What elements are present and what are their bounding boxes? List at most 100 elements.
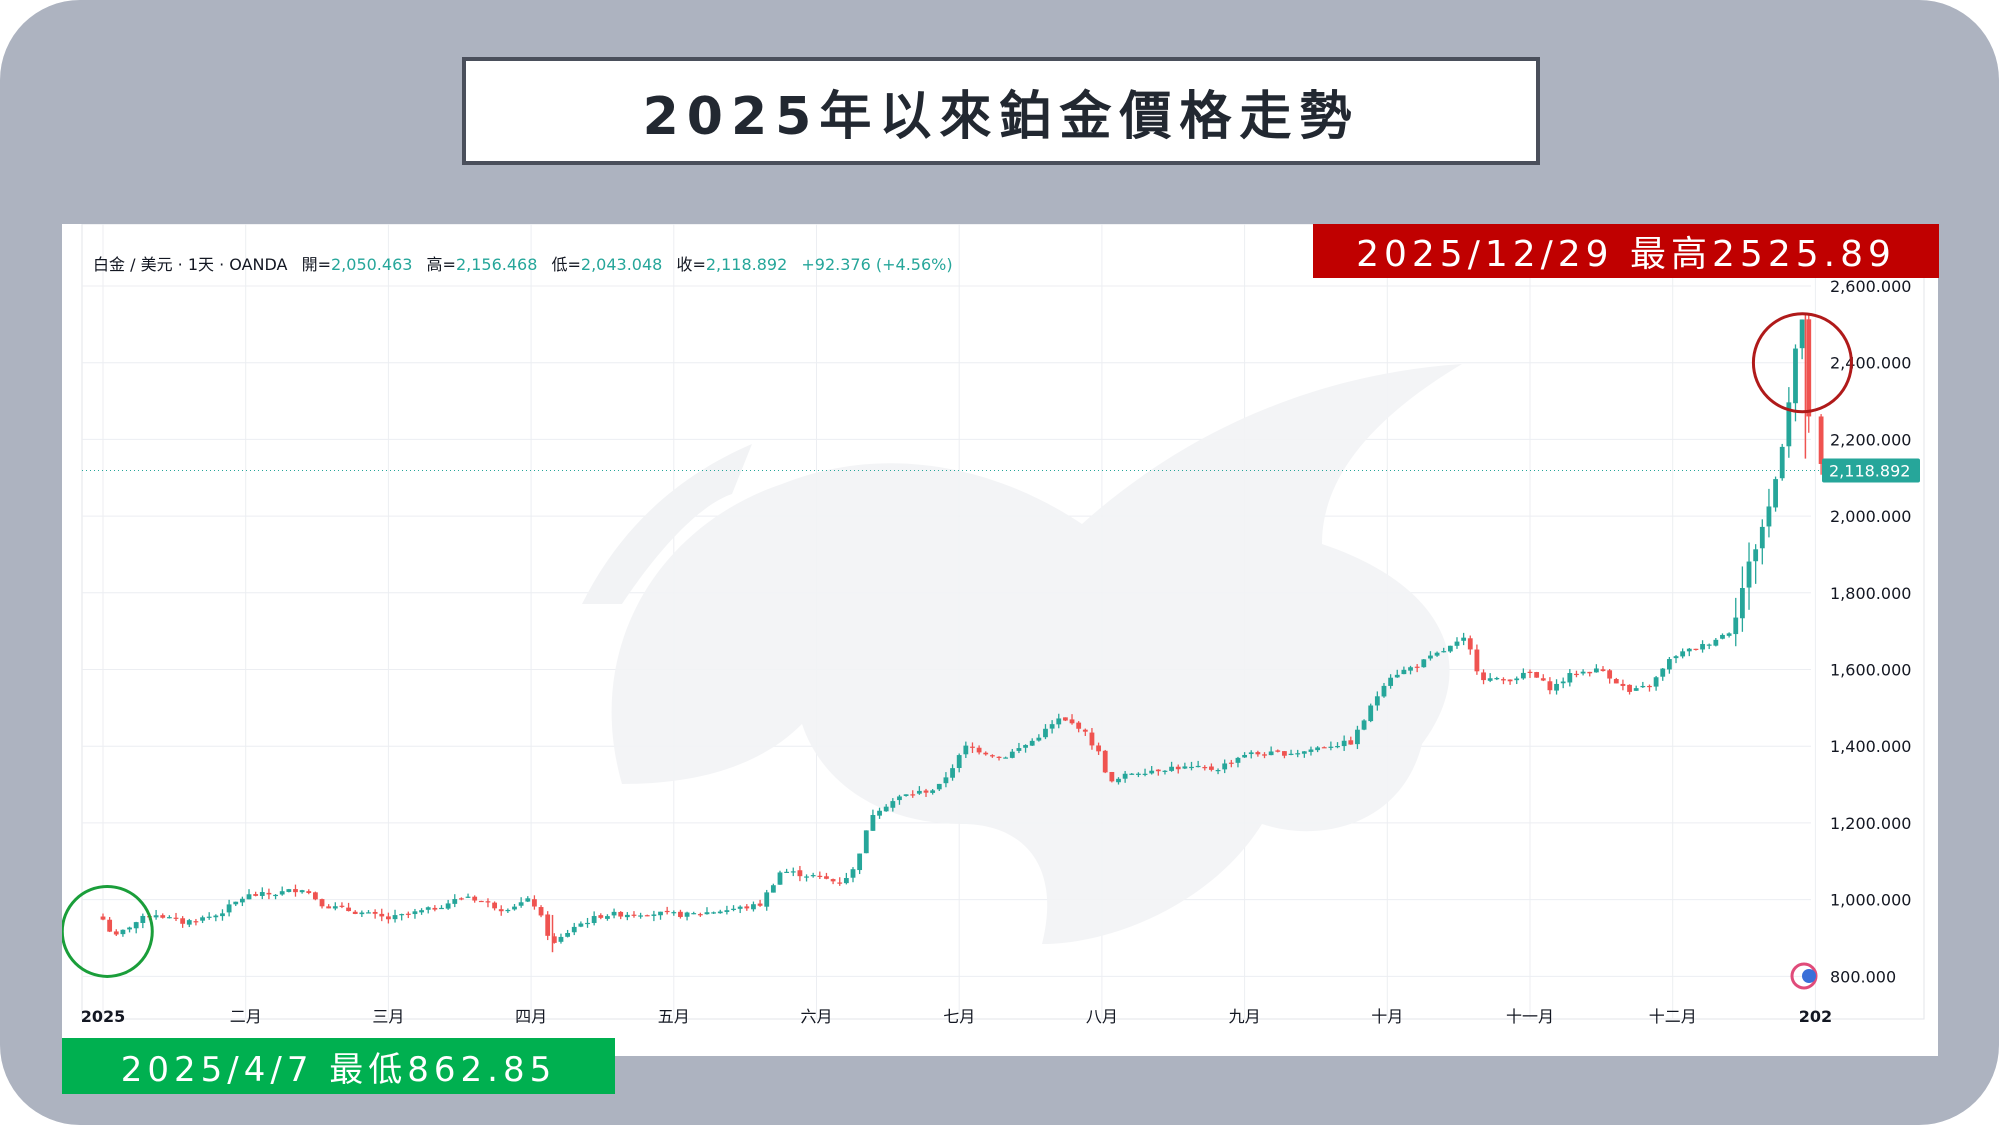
candle-body	[1189, 766, 1194, 769]
candle-body	[1169, 766, 1174, 771]
candle-body	[1587, 671, 1593, 674]
candle-body	[532, 899, 537, 907]
candle-body	[226, 904, 232, 913]
candle-body	[678, 911, 683, 917]
candle-body	[1673, 656, 1679, 659]
candle-body	[1262, 754, 1267, 756]
candle-body	[259, 892, 265, 896]
x-tick-label: 十二月	[1649, 1007, 1697, 1026]
candle-body	[1660, 668, 1666, 677]
legend-change-value: +92.376 (+4.56%)	[801, 255, 953, 274]
candle-body	[505, 909, 511, 912]
candle-body	[1414, 666, 1420, 668]
candle-body	[1009, 751, 1015, 758]
candle-body	[1109, 771, 1115, 782]
candle-body	[1759, 526, 1765, 549]
candle-body	[1534, 672, 1540, 678]
candle-body	[1129, 773, 1135, 775]
x-tick-label: 202	[1799, 1007, 1832, 1026]
candle-body	[764, 892, 770, 907]
candle-body	[1348, 740, 1354, 745]
candle-body	[1288, 753, 1294, 755]
legend-open-value: 2,050.463	[331, 255, 413, 274]
candle-body	[843, 878, 849, 884]
watermark-arrow	[582, 444, 752, 604]
candle-body	[1514, 678, 1520, 681]
candle-body	[930, 790, 936, 793]
candle-body	[1633, 688, 1639, 691]
candle-body	[1686, 648, 1692, 652]
candle-body	[1102, 750, 1108, 773]
low-banner: 2025/4/7 最低862.85	[62, 1038, 615, 1094]
y-tick-label: 2,000.000	[1830, 507, 1911, 526]
candle-body	[266, 892, 272, 895]
candle-body	[253, 894, 259, 896]
candle-body	[1494, 677, 1500, 680]
candle-body	[624, 914, 630, 918]
candle-body	[1149, 770, 1155, 774]
candle-body	[1049, 724, 1055, 729]
candle-body	[797, 870, 803, 877]
plot-border	[81, 224, 1925, 1020]
candle-body	[1228, 762, 1234, 764]
candle-body	[1773, 479, 1778, 508]
candle-body	[578, 923, 584, 927]
candle-body	[1739, 588, 1745, 619]
candle-body	[1474, 649, 1480, 672]
candle-body	[1136, 773, 1141, 775]
candle-body	[936, 783, 942, 790]
candle-body	[731, 908, 736, 910]
bull-watermark	[611, 364, 1462, 944]
candle-body	[1428, 655, 1433, 659]
y-tick-label: 1,200.000	[1830, 814, 1911, 833]
x-tick-label: 四月	[515, 1007, 547, 1026]
high-banner: 2025/12/29 最高2525.89	[1313, 224, 1939, 278]
candle-body	[1421, 659, 1427, 668]
candle-body	[1567, 673, 1573, 683]
candle-body	[206, 916, 212, 918]
candle-body	[1215, 770, 1221, 772]
candle-body	[1554, 683, 1559, 691]
candle-body	[585, 922, 590, 925]
candle-body	[724, 910, 730, 912]
candle-body	[890, 801, 896, 808]
candle-body	[432, 907, 438, 910]
candle-body	[485, 901, 491, 903]
candle-body	[1593, 668, 1599, 673]
candle-body	[1666, 659, 1672, 670]
candle-body	[1640, 685, 1646, 688]
candle-body	[180, 918, 186, 924]
low-banner-text: 2025/4/7 最低862.85	[120, 1049, 557, 1090]
candle-body	[664, 910, 670, 913]
candle-body	[1481, 672, 1486, 681]
candle-body	[286, 889, 292, 892]
candle-body	[1779, 446, 1785, 479]
candle-body	[279, 891, 285, 895]
candle-body	[1706, 644, 1712, 646]
candle-body	[1501, 679, 1506, 681]
low-annotation-circle	[62, 884, 154, 978]
candle-body	[970, 746, 975, 748]
candle-body	[611, 911, 617, 916]
high-banner-text: 2025/12/29 最高2525.89	[1356, 234, 1896, 275]
candle-body	[1248, 752, 1254, 755]
y-tick-label: 2,400.000	[1830, 354, 1911, 373]
candle-body	[133, 922, 139, 929]
candle-body	[127, 927, 132, 930]
x-tick-label: 七月	[943, 1007, 975, 1026]
candle-body	[1242, 754, 1247, 758]
candle-body	[658, 911, 663, 916]
candle-body	[1195, 765, 1201, 768]
candle-body	[452, 899, 458, 904]
candle-body	[1029, 740, 1035, 746]
candle-body	[525, 898, 531, 902]
x-tick-label: 十月	[1371, 1007, 1403, 1026]
candle-body	[1627, 684, 1632, 692]
legend-high-label: 高=	[426, 255, 456, 274]
candle-body	[326, 906, 332, 909]
candle-body	[1467, 638, 1473, 650]
candle-body	[392, 915, 398, 920]
candle-body	[273, 894, 278, 897]
candle-body	[565, 932, 571, 937]
candle-body	[1162, 770, 1168, 772]
